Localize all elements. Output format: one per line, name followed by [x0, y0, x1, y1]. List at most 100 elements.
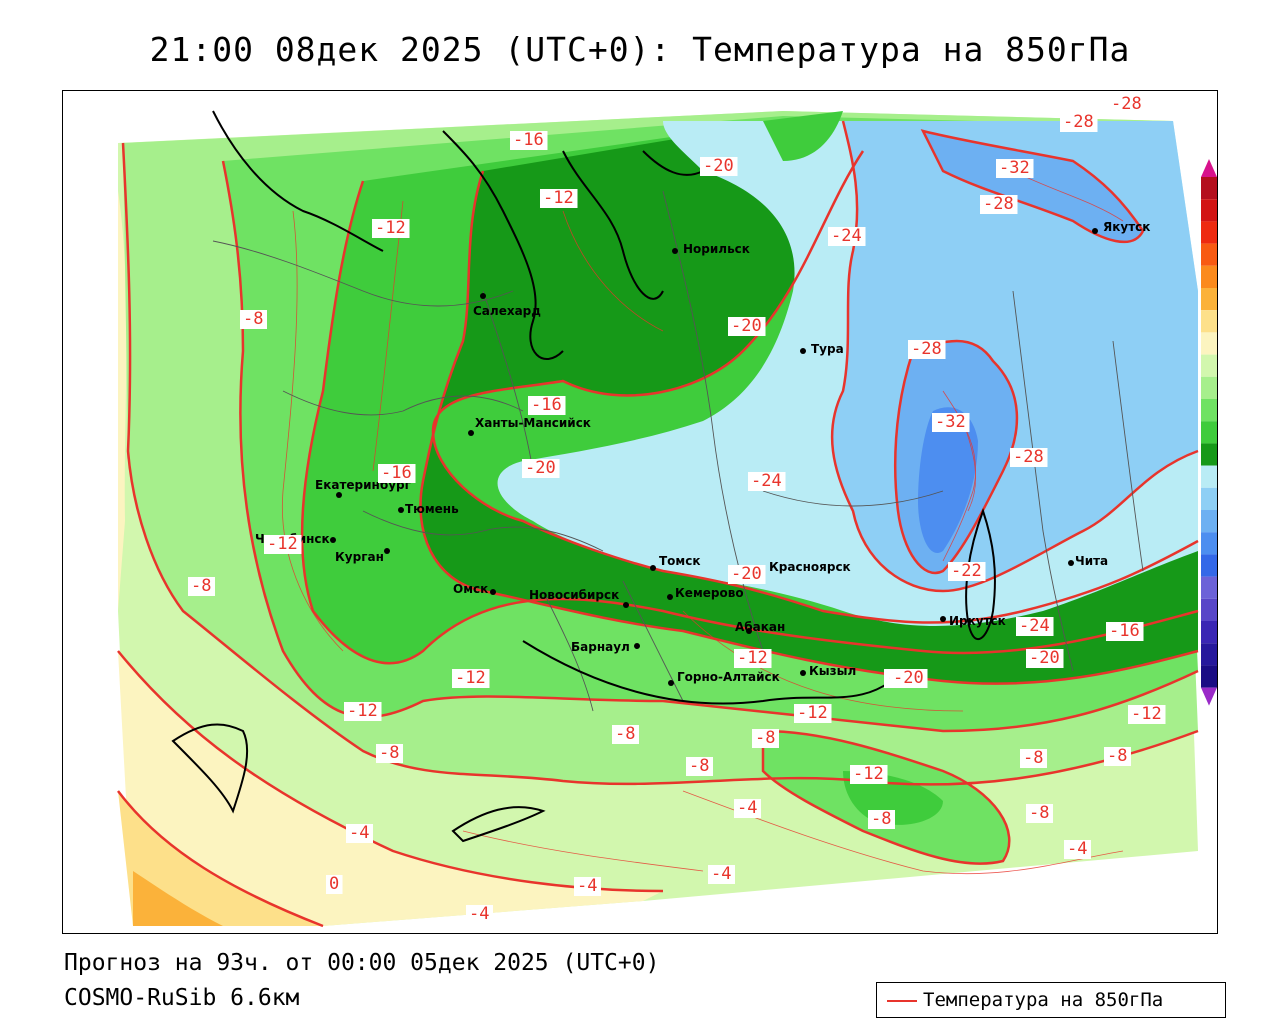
city-dot — [940, 616, 946, 622]
band-minus20 — [420, 121, 1198, 684]
isotherm-value-label: -8 — [191, 576, 211, 596]
colorbar-swatch — [1201, 221, 1217, 244]
isotherm-value-label: -4 — [1067, 839, 1087, 859]
city-label: Кызыл — [809, 664, 856, 678]
isotherm-value-label: -12 — [543, 188, 574, 208]
city-dot — [672, 248, 678, 254]
isotherm-label-bg — [890, 669, 928, 688]
model-name: COSMO-RuSib 6.6км — [64, 985, 300, 1011]
city-label: Салехард — [473, 304, 541, 318]
isotherm-value-label: -16 — [513, 130, 544, 150]
city-dot — [480, 293, 486, 299]
isotherm-value-label: -28 — [983, 194, 1014, 214]
isotherm-value-label: -12 — [375, 218, 406, 238]
isotherm-value-label: -28 — [1013, 447, 1044, 467]
isotherm-label-bg — [1010, 448, 1048, 467]
colorbar-swatch — [1201, 332, 1217, 355]
country-borders — [171, 110, 996, 843]
isotherm-label-bg — [734, 799, 761, 818]
band-minus32-north — [923, 131, 1143, 242]
isotherm-value-label: -12 — [347, 701, 378, 721]
colorbar-swatch — [1201, 443, 1217, 466]
city-dot — [468, 430, 474, 436]
city-dot — [650, 565, 656, 571]
isotherm-label-bg — [1106, 622, 1144, 641]
isotherm-value-label: -32 — [999, 158, 1030, 178]
isotherm-label-bg — [996, 159, 1034, 178]
isotherm-label-bg — [574, 877, 601, 896]
city-label: Тюмень — [405, 502, 459, 516]
isotherm-label-bg — [372, 219, 410, 238]
isotherm-value-label: -8 — [755, 728, 775, 748]
isotherm-value-label: -16 — [1109, 621, 1140, 641]
colorbar-swatch — [1201, 510, 1217, 533]
isotherm-label-bg — [346, 824, 373, 843]
band-minus4-west — [118, 181, 127, 611]
colorbar-bottom-arrow — [1201, 687, 1217, 706]
isotherm-label-bg — [980, 195, 1018, 214]
isotherm-label-bg — [376, 744, 403, 763]
city-dot — [330, 537, 336, 543]
isotherm-value-label: -8 — [1029, 803, 1049, 823]
city-label: Омск — [453, 582, 488, 596]
isotherm-value-label: -12 — [267, 534, 298, 554]
city-label: Якутск — [1103, 220, 1150, 234]
isotherm-value-label: -16 — [531, 395, 562, 415]
isotherm-value-label: -20 — [703, 156, 734, 176]
colorbar-swatch — [1201, 554, 1217, 577]
isotherm-value-label: -8 — [243, 309, 263, 329]
isotherm-value-label: -8 — [379, 743, 399, 763]
colorbar-swatch — [1201, 354, 1217, 377]
city-label: Иркутск — [949, 614, 1006, 628]
isotherm-value-label: -12 — [737, 648, 768, 668]
forecast-info: Прогноз на 93ч. от 00:00 05дек 2025 (UTC… — [64, 950, 660, 976]
colorbar-swatch — [1201, 487, 1217, 510]
colorbar-swatch — [1201, 598, 1217, 621]
isotherm-value-label: -4 — [349, 823, 369, 843]
colorbar-top-arrow — [1201, 159, 1217, 177]
colorbar-swatch — [1201, 421, 1217, 444]
colorbar-swatch — [1201, 621, 1217, 644]
city-dot — [490, 589, 496, 595]
colorbar-swatch — [1201, 532, 1217, 555]
legend-label: Температура на 850гПа — [923, 989, 1164, 1011]
isotherm-label-bg — [240, 310, 267, 329]
isotherm-value-label: -24 — [1019, 616, 1050, 636]
isotherm-label-bg — [708, 865, 735, 884]
isotherm-label-bg — [1128, 705, 1166, 724]
legend-line-swatch — [887, 1000, 917, 1002]
isotherm-value-label: -4 — [737, 798, 757, 818]
band-0 — [118, 651, 663, 926]
isotherm-value-label: -28 — [911, 339, 942, 359]
isotherm-label-bg — [612, 725, 639, 744]
isotherm-value-label: -20 — [525, 458, 556, 478]
isotherm-label-bg — [1108, 95, 1146, 114]
isotherm-label-bg — [344, 702, 382, 721]
colorbar-swatch — [1201, 376, 1217, 399]
city-dot — [667, 594, 673, 600]
isotherm-label-bg — [752, 729, 779, 748]
isotherm-label-bg — [466, 905, 493, 924]
isotherm-label-bg — [908, 340, 946, 359]
city-label: Красноярск — [769, 560, 851, 574]
city-dot — [1068, 560, 1074, 566]
city-label: Норильск — [683, 242, 750, 256]
isotherm-label-bg — [850, 765, 888, 784]
isotherm-label-bg — [728, 317, 766, 336]
isotherm-value-label: -24 — [831, 226, 862, 246]
city-dot — [623, 602, 629, 608]
isotherm-label-bg — [528, 396, 566, 415]
isotherm-value-label: -20 — [731, 316, 762, 336]
isotherm-value-label: -20 — [731, 564, 762, 584]
isotherm-value-label: -4 — [469, 904, 489, 924]
colorbar-swatch — [1201, 288, 1217, 311]
isotherm-label-bg — [1064, 840, 1091, 859]
colorbar-swatch — [1201, 243, 1217, 266]
isotherm-value-label: -20 — [893, 668, 924, 688]
isotherm-value-label: 0 — [329, 874, 339, 894]
city-dot — [800, 670, 806, 676]
isotherm-label-bg — [734, 649, 772, 668]
isotherm-label-bg — [188, 577, 215, 596]
city-label: Горно-Алтайск — [677, 670, 780, 684]
isotherm-label-bg — [828, 227, 866, 246]
